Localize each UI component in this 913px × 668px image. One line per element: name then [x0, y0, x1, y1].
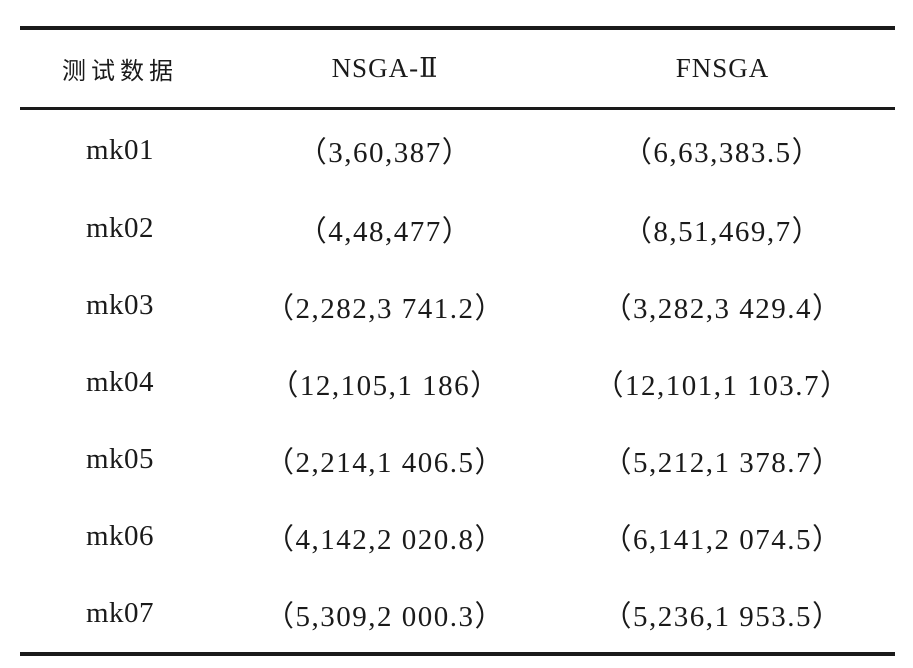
- cell-fnsga-result: （8,51,469,7）: [622, 215, 823, 248]
- cell-fnsga-result: （6,141,2 074.5）: [602, 523, 843, 556]
- cell-nsga2-result: （4,48,477）: [297, 215, 473, 248]
- cell-nsga2-result: （2,214,1 406.5）: [264, 446, 505, 479]
- comparison-table-container: 测试数据 NSGA-Ⅱ FNSGA mk01 （3,60,387） （6,63,…: [20, 26, 895, 656]
- cell-test-name: mk03: [85, 289, 155, 321]
- cell-test-name: mk05: [85, 443, 155, 475]
- cell-nsga2-result: （12,105,1 186）: [269, 369, 501, 402]
- cell-fnsga-result: （3,282,3 429.4）: [602, 292, 843, 325]
- header-nsga2: NSGA-Ⅱ: [331, 53, 439, 83]
- comparison-table: 测试数据 NSGA-Ⅱ FNSGA mk01 （3,60,387） （6,63,…: [20, 26, 895, 656]
- table-row: mk04 （12,105,1 186） （12,101,1 103.7）: [20, 344, 895, 421]
- table-row: mk05 （2,214,1 406.5） （5,212,1 378.7）: [20, 421, 895, 498]
- table-row: mk03 （2,282,3 741.2） （3,282,3 429.4）: [20, 267, 895, 344]
- cell-fnsga-result: （5,212,1 378.7）: [602, 446, 843, 479]
- cell-test-name: mk02: [85, 212, 155, 244]
- cell-test-name: mk06: [85, 520, 155, 552]
- cell-nsga2-result: （4,142,2 020.8）: [264, 523, 505, 556]
- table-row: mk07 （5,309,2 000.3） （5,236,1 953.5）: [20, 575, 895, 654]
- table-body: mk01 （3,60,387） （6,63,383.5） mk02 （4,48,…: [20, 109, 895, 654]
- cell-fnsga-result: （12,101,1 103.7）: [594, 369, 851, 402]
- cell-fnsga-result: （5,236,1 953.5）: [602, 600, 843, 633]
- cell-nsga2-result: （5,309,2 000.3）: [264, 600, 505, 633]
- table-header: 测试数据 NSGA-Ⅱ FNSGA: [20, 28, 895, 109]
- cell-fnsga-result: （6,63,383.5）: [622, 137, 823, 169]
- cell-test-name: mk01: [85, 133, 155, 166]
- cell-nsga2-result: （2,282,3 741.2）: [264, 292, 505, 325]
- cell-nsga2-result: （3,60,387）: [297, 137, 473, 169]
- table-row: mk02 （4,48,477） （8,51,469,7）: [20, 190, 895, 267]
- cell-test-name: mk04: [85, 366, 155, 398]
- table-row: mk01 （3,60,387） （6,63,383.5）: [20, 109, 895, 191]
- cell-test-name: mk07: [85, 597, 155, 629]
- header-test-data: 测试数据: [62, 57, 178, 85]
- header-row: 测试数据 NSGA-Ⅱ FNSGA: [20, 28, 895, 109]
- header-fnsga: FNSGA: [675, 53, 770, 83]
- table-row: mk06 （4,142,2 020.8） （6,141,2 074.5）: [20, 498, 895, 575]
